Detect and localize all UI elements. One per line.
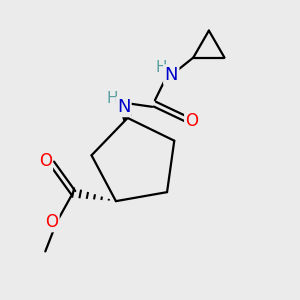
Text: O: O [39,152,52,170]
Text: H: H [106,91,118,106]
Text: O: O [185,112,198,130]
Polygon shape [121,109,131,121]
Text: H: H [155,60,166,75]
Text: N: N [117,98,130,116]
Text: N: N [164,66,178,84]
Text: O: O [45,213,58,231]
